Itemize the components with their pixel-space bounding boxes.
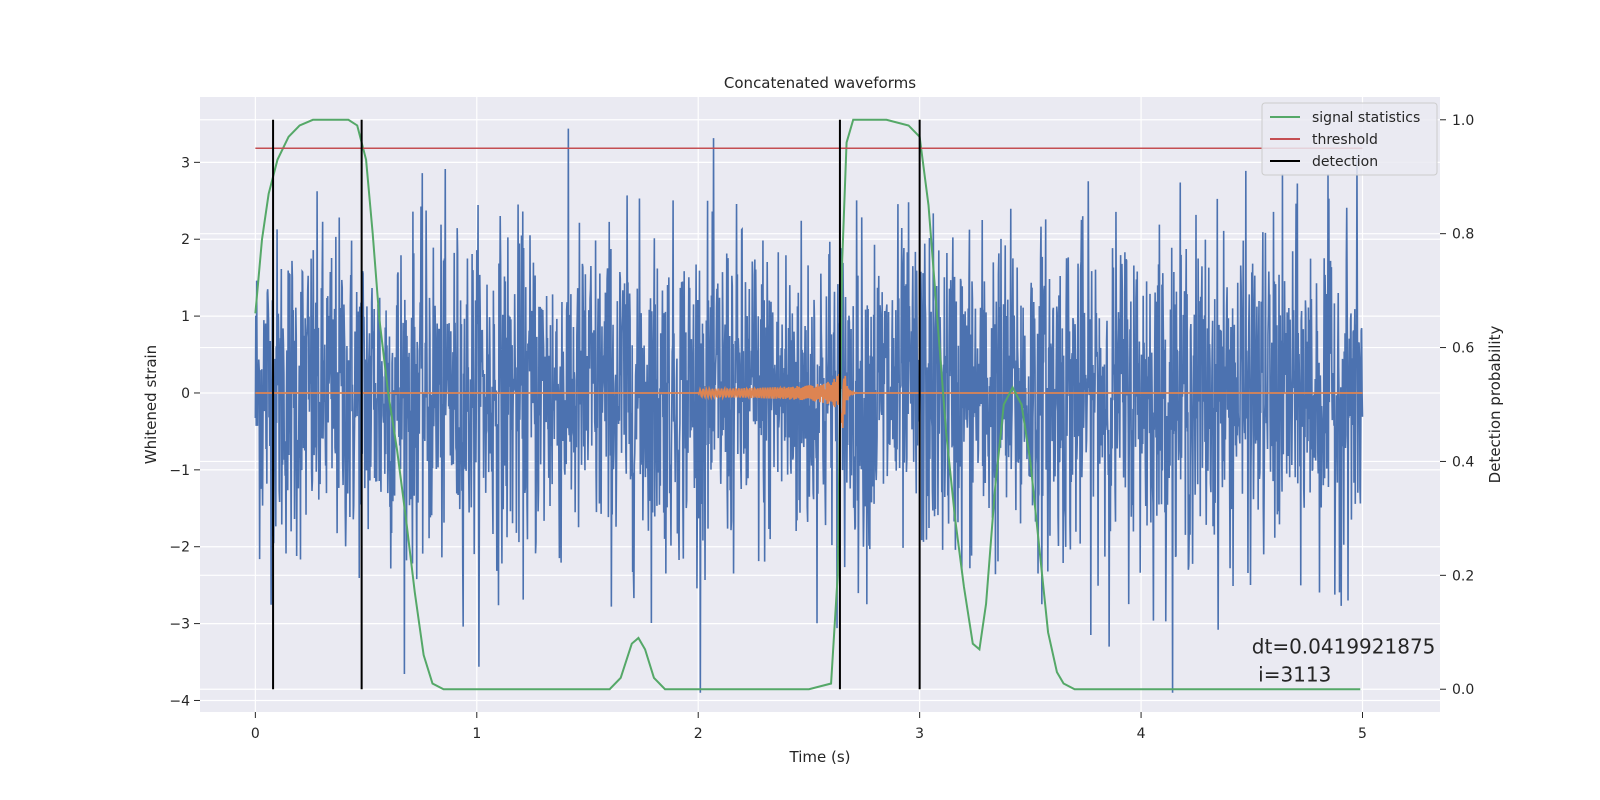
annotation-dt: dt=0.0419921875 [1252, 635, 1436, 659]
y2-tick-label: 0.4 [1452, 454, 1474, 470]
legend-box [1261, 102, 1438, 176]
y-axis-left: −4 −3 −2 −1 0 1 2 3 [169, 155, 200, 709]
y-tick-label: −3 [169, 617, 190, 633]
x-axis: 0 1 2 3 4 5 [251, 712, 1367, 742]
y-tick-label: −2 [169, 540, 190, 556]
x-tick-label: 0 [251, 726, 260, 742]
x-tick-label: 3 [915, 726, 924, 742]
x-axis-label: Time (s) [789, 748, 851, 766]
legend-entry-threshold: threshold [1312, 132, 1378, 148]
statistics-line [254, 118, 1361, 691]
waveform-series [255, 373, 1363, 429]
waveform-line [255, 373, 1363, 429]
chart-title: Concatenated waveforms [724, 74, 916, 92]
y-tick-label: 3 [181, 155, 190, 171]
legend-entry-detection: detection [1312, 154, 1378, 170]
annotation-index: i=3113 [1252, 663, 1332, 687]
y2-tick-label: 1.0 [1452, 113, 1474, 129]
y-tick-label: −1 [169, 463, 190, 479]
y-axis-right: 0.0 0.2 0.4 0.6 0.8 1.0 [1440, 113, 1474, 698]
statistics-series [254, 118, 1361, 691]
y2-axis-label: Detection probability [1486, 326, 1504, 484]
y2-tick-label: 0.6 [1452, 341, 1474, 357]
noise-line [254, 128, 1364, 693]
y-tick-label: 1 [181, 309, 190, 325]
y2-tick-label: 0.8 [1452, 227, 1474, 243]
y-tick-label: 2 [181, 232, 190, 248]
legend-entry-statistics: signal statistics [1312, 110, 1420, 126]
y-axis-label: Whitened strain [142, 345, 160, 464]
y2-tick-label: 0.2 [1452, 568, 1474, 584]
x-tick-label: 5 [1358, 726, 1367, 742]
noise-series [254, 128, 1364, 693]
x-tick-label: 4 [1137, 726, 1146, 742]
y2-tick-label: 0.0 [1452, 682, 1474, 698]
y-tick-label: 0 [181, 386, 190, 402]
detection-series [272, 119, 921, 690]
x-tick-label: 2 [694, 726, 703, 742]
legend: signal statistics threshold detection [1261, 102, 1438, 176]
y-tick-label: −4 [169, 693, 190, 709]
x-tick-label: 1 [472, 726, 481, 742]
